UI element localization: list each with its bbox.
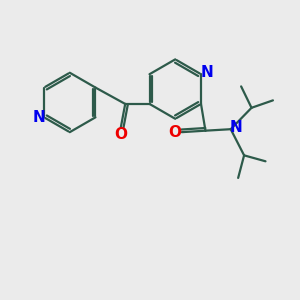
Text: O: O	[114, 127, 127, 142]
Text: N: N	[32, 110, 45, 125]
Text: O: O	[169, 125, 182, 140]
Text: N: N	[201, 65, 213, 80]
Text: N: N	[230, 120, 242, 135]
